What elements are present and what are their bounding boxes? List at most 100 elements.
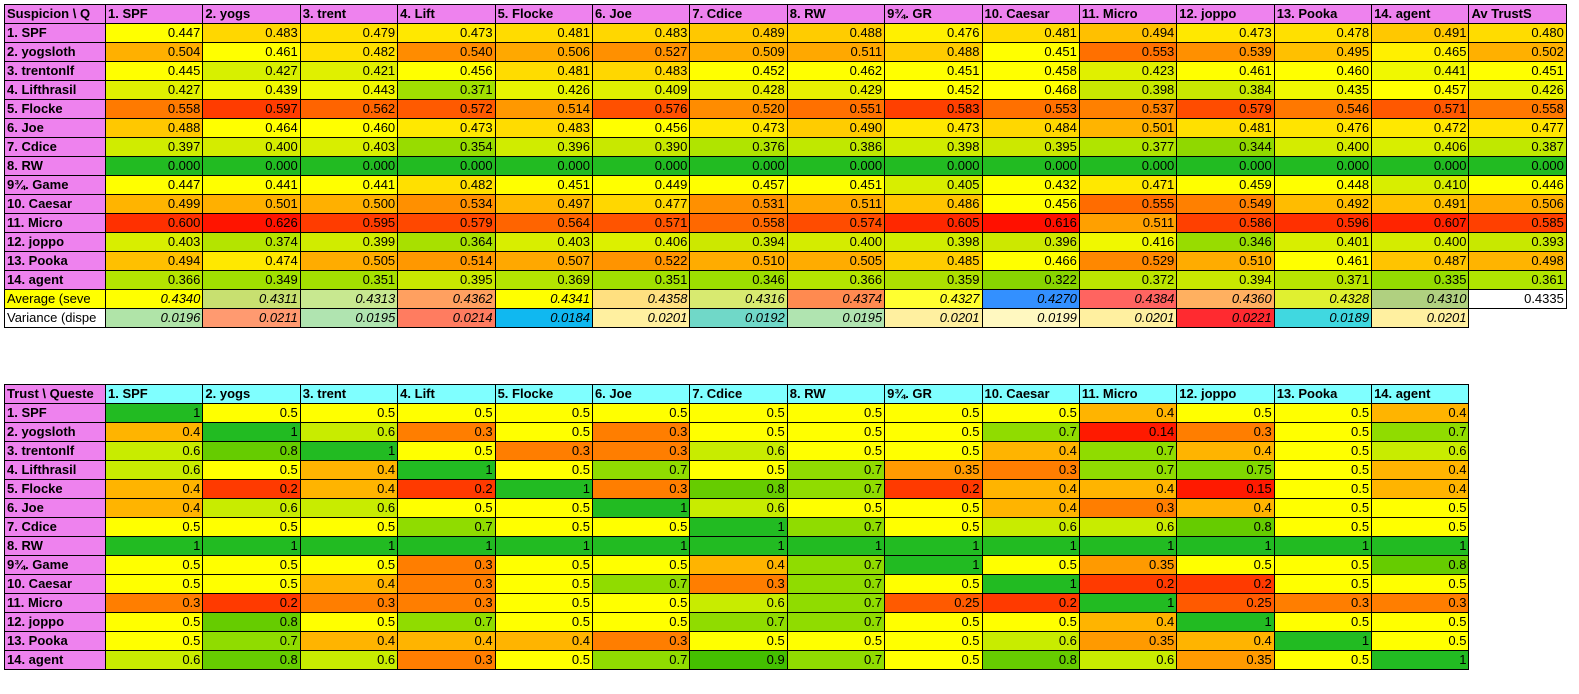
value-cell[interactable]: 0.553 [1078, 42, 1178, 62]
value-cell[interactable]: 0.396 [981, 232, 1080, 252]
average-cell[interactable]: 0.4313 [299, 289, 399, 309]
value-cell[interactable]: 0.527 [591, 42, 691, 62]
value-cell[interactable]: 0.346 [689, 270, 788, 290]
value-cell[interactable]: 0.473 [397, 23, 496, 43]
value-cell[interactable]: 0.607 [1371, 213, 1470, 233]
average-cell[interactable]: 0.4328 [1273, 289, 1373, 309]
value-cell[interactable]: 0.488 [104, 118, 204, 138]
value-cell[interactable]: 0.2 [202, 479, 301, 499]
value-cell[interactable]: 0.3 [494, 441, 593, 461]
value-cell[interactable]: 0.605 [884, 213, 983, 233]
value-cell[interactable]: 0.8 [202, 650, 301, 670]
value-cell[interactable]: 0.377 [1078, 137, 1178, 157]
value-cell[interactable]: 1 [104, 403, 204, 423]
value-cell[interactable]: 0.409 [591, 80, 691, 100]
value-cell[interactable]: 0.596 [1273, 213, 1373, 233]
value-cell[interactable]: 0.558 [689, 213, 788, 233]
value-cell[interactable]: 0.7 [1371, 422, 1470, 442]
value-cell[interactable]: 0.398 [1078, 80, 1178, 100]
value-cell[interactable]: 0.447 [104, 23, 204, 43]
value-cell[interactable]: 0.5 [1273, 422, 1373, 442]
value-cell[interactable]: 0.441 [202, 175, 301, 195]
value-cell[interactable]: 0.5 [591, 403, 691, 423]
column-header[interactable]: 4. Lift [397, 384, 496, 404]
value-cell[interactable]: 0.466 [981, 251, 1080, 271]
value-cell[interactable]: 0.514 [397, 251, 496, 271]
value-cell[interactable]: 0.439 [202, 80, 301, 100]
value-cell[interactable]: 0.5 [884, 441, 983, 461]
value-cell[interactable]: 0.5 [689, 422, 788, 442]
value-cell[interactable]: 0.000 [494, 156, 593, 176]
value-cell[interactable]: 0.488 [786, 23, 886, 43]
value-cell[interactable]: 0.504 [104, 42, 204, 62]
value-cell[interactable]: 0.462 [786, 61, 886, 81]
value-cell[interactable]: 0.4 [397, 631, 496, 651]
value-cell[interactable]: 0.448 [1273, 175, 1373, 195]
value-cell[interactable]: 0.000 [397, 156, 496, 176]
value-cell[interactable]: 0.5 [494, 403, 593, 423]
value-cell[interactable]: 0.445 [104, 61, 204, 81]
value-cell[interactable]: 0.5 [494, 517, 593, 537]
value-cell[interactable]: 0.3 [397, 574, 496, 594]
value-cell[interactable]: 0.4 [1371, 403, 1470, 423]
value-cell[interactable]: 0.3 [104, 593, 204, 613]
value-cell[interactable]: 0.4 [299, 574, 399, 594]
value-cell[interactable]: 0.520 [689, 99, 788, 119]
variance-cell[interactable]: 0.0201 [591, 308, 691, 328]
value-cell[interactable]: 0.457 [1371, 80, 1470, 100]
value-cell[interactable]: 0.481 [981, 23, 1080, 43]
value-cell[interactable]: 0.6 [299, 498, 399, 518]
value-cell[interactable]: 0.5 [202, 460, 301, 480]
value-cell[interactable]: 0.441 [1371, 61, 1470, 81]
value-cell[interactable]: 0.6 [1371, 441, 1470, 461]
value-cell[interactable]: 0.482 [397, 175, 496, 195]
row-header[interactable]: 10. Caesar [4, 194, 106, 214]
value-cell[interactable]: 0.000 [1273, 156, 1373, 176]
column-header[interactable]: 14. agent [1371, 4, 1470, 24]
average-cell[interactable]: 0.4358 [591, 289, 691, 309]
value-cell[interactable]: 0.2 [1078, 574, 1178, 594]
variance-cell[interactable]: 0.0214 [397, 308, 496, 328]
value-cell[interactable]: 0.3 [299, 593, 399, 613]
variance-cell[interactable]: 0.0201 [1371, 308, 1470, 328]
average-label[interactable]: Average (seve [4, 289, 106, 309]
value-cell[interactable]: 0.562 [299, 99, 399, 119]
value-cell[interactable]: 0.451 [884, 61, 983, 81]
value-cell[interactable]: 0.539 [1176, 42, 1275, 62]
row-header[interactable]: 4. Lifthrasil [4, 80, 106, 100]
value-cell[interactable]: 0.3 [397, 422, 496, 442]
value-cell[interactable]: 0.3 [1371, 593, 1470, 613]
value-cell[interactable]: 0.511 [1078, 213, 1178, 233]
value-cell[interactable]: 0.364 [397, 232, 496, 252]
value-cell[interactable]: 0.2 [1176, 574, 1275, 594]
value-cell[interactable]: 0.371 [1273, 270, 1373, 290]
average-cell[interactable]: 0.4360 [1176, 289, 1275, 309]
variance-cell[interactable]: 0.0221 [1176, 308, 1275, 328]
value-cell[interactable]: 1 [299, 536, 399, 556]
value-cell[interactable]: 0.394 [689, 232, 788, 252]
value-cell[interactable]: 0.5 [1273, 612, 1373, 632]
value-cell[interactable]: 0.426 [1468, 80, 1567, 100]
value-cell[interactable]: 0.4 [494, 631, 593, 651]
row-header[interactable]: 11. Micro [4, 593, 106, 613]
value-cell[interactable]: 0.529 [1078, 251, 1178, 271]
variance-cell[interactable]: 0.0192 [689, 308, 788, 328]
value-cell[interactable]: 0.6 [689, 593, 788, 613]
value-cell[interactable]: 0.3 [591, 479, 691, 499]
row-header[interactable]: 8. RW [4, 536, 106, 556]
column-header[interactable]: 7. Cdice [689, 4, 788, 24]
average-cell[interactable]: 0.4340 [104, 289, 204, 309]
value-cell[interactable]: 0.481 [494, 61, 593, 81]
row-header[interactable]: 2. yogsloth [4, 42, 106, 62]
value-cell[interactable]: 0.5 [494, 422, 593, 442]
average-cell[interactable]: 0.4270 [981, 289, 1080, 309]
value-cell[interactable]: 0.7 [981, 422, 1080, 442]
value-cell[interactable]: 0.000 [1176, 156, 1275, 176]
value-cell[interactable]: 0.7 [591, 650, 691, 670]
value-cell[interactable]: 0.461 [1273, 251, 1373, 271]
value-cell[interactable]: 0.553 [981, 99, 1080, 119]
value-cell[interactable]: 0.446 [1468, 175, 1567, 195]
value-cell[interactable]: 0.5 [299, 517, 399, 537]
value-cell[interactable]: 1 [104, 536, 204, 556]
variance-cell[interactable]: 0.0201 [884, 308, 983, 328]
